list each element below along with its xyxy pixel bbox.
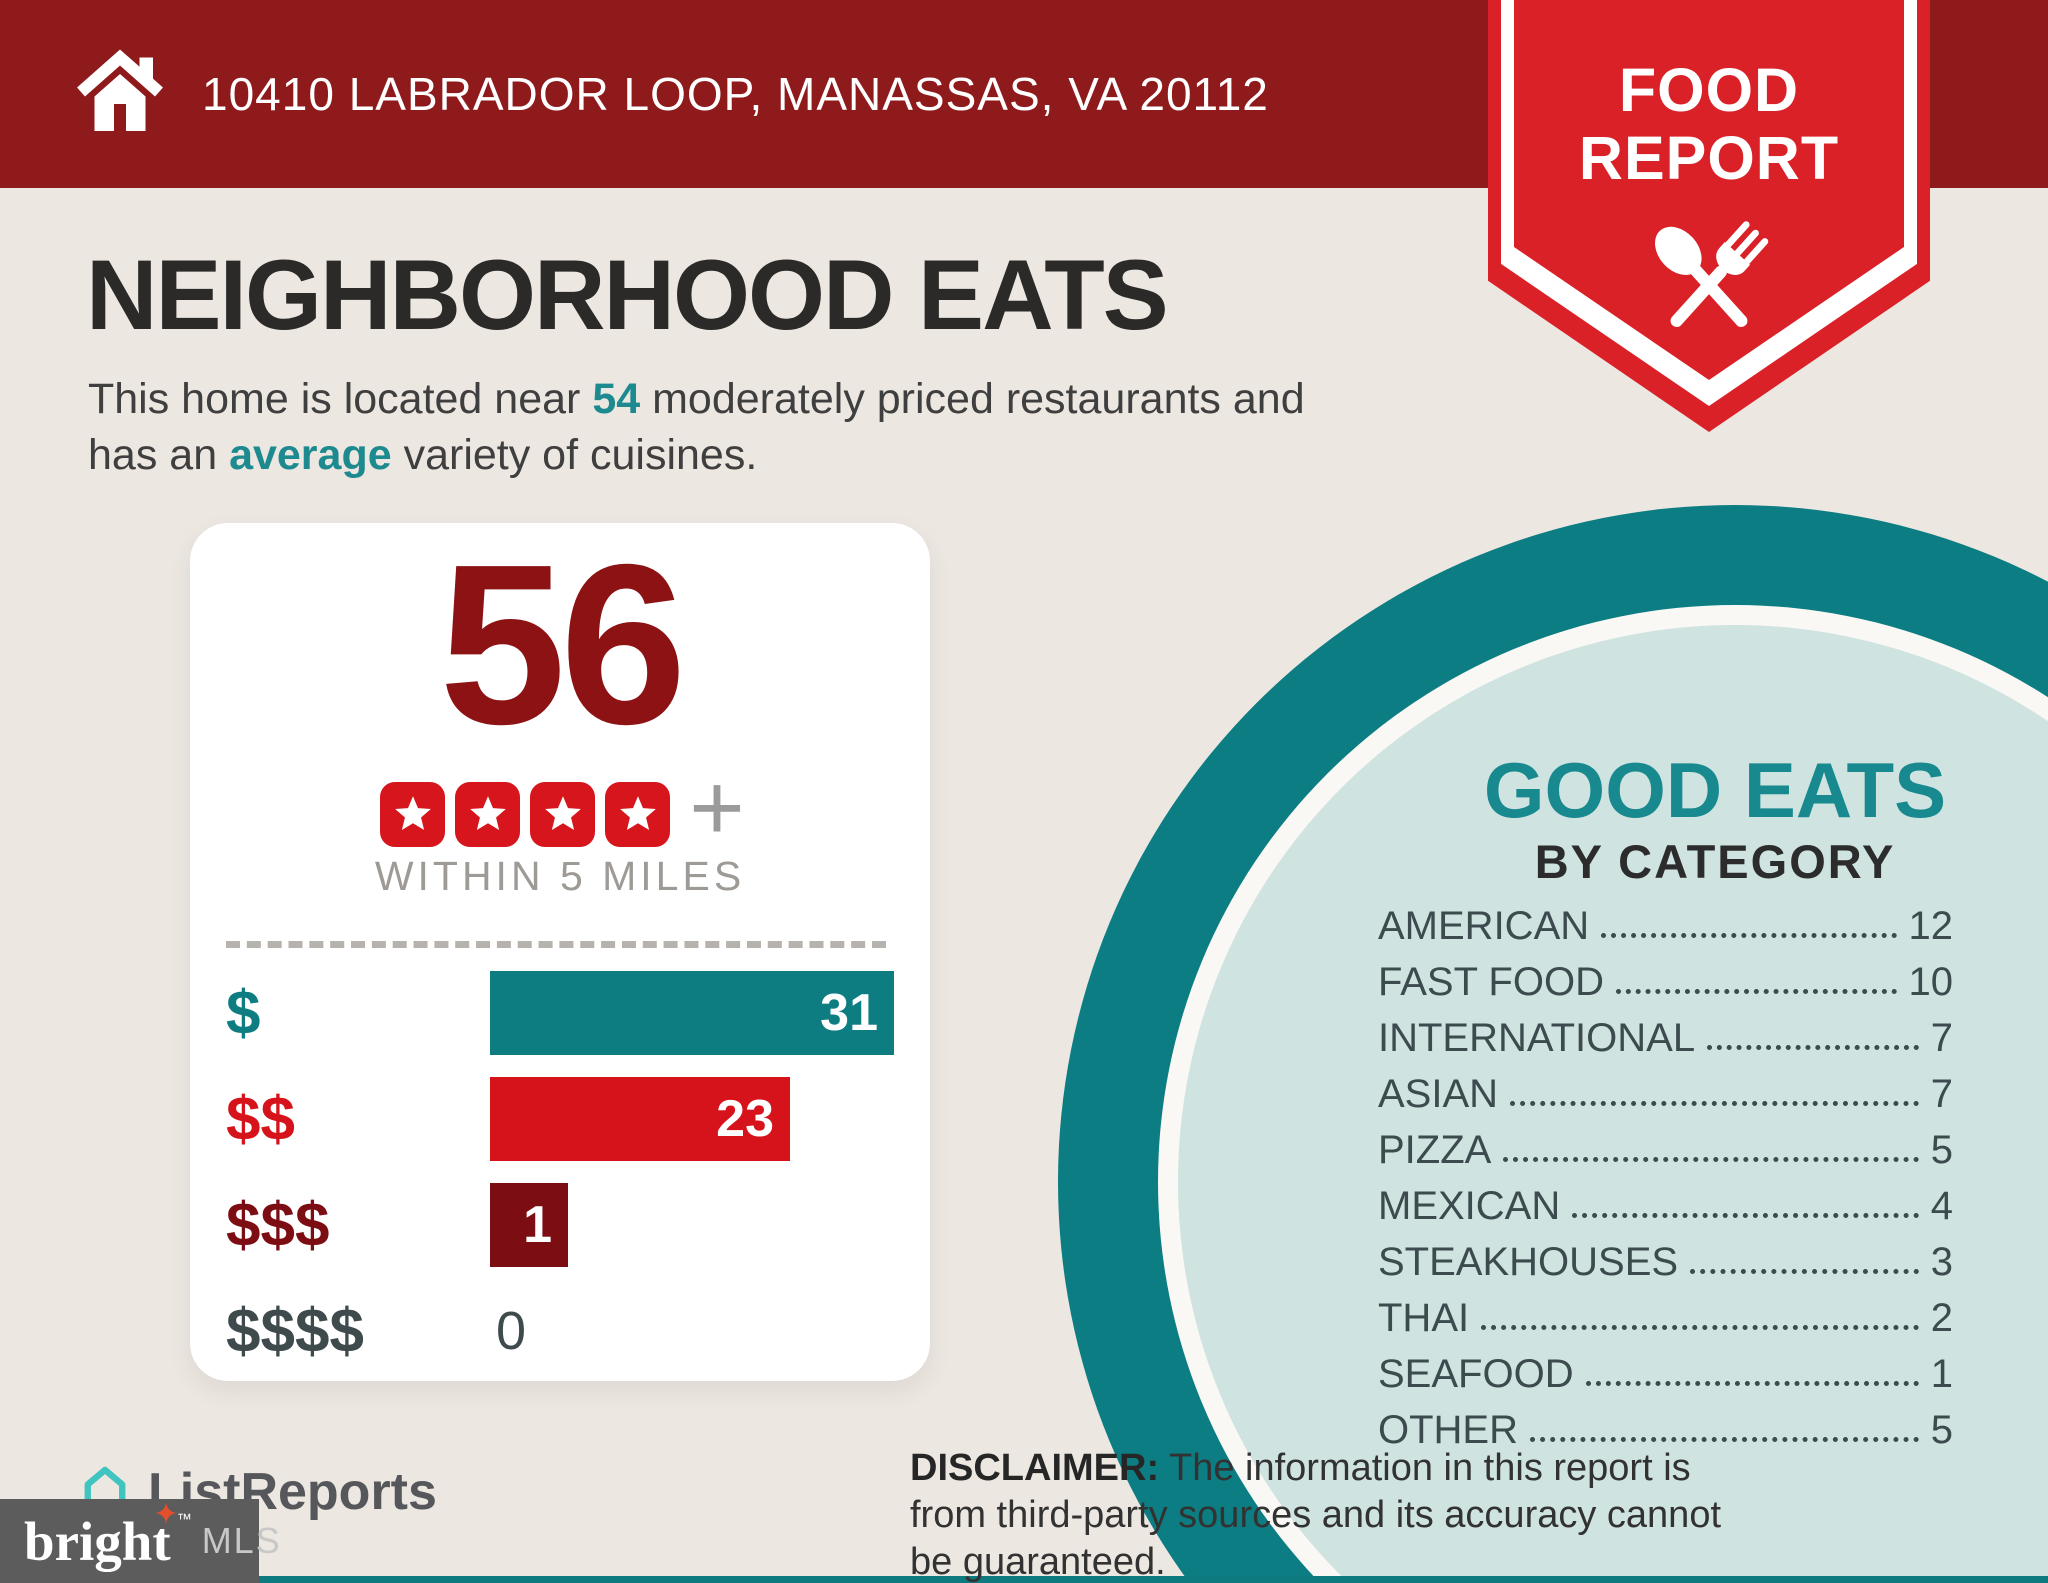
intro-line2-post: variety of cuisines. xyxy=(391,430,758,479)
good-eats-title: GOOD EATS xyxy=(1483,746,1947,834)
bar: 31 xyxy=(490,971,894,1055)
category-row: PIZZA 5 xyxy=(1378,1122,1953,1178)
bar-row: $ 31 xyxy=(226,971,894,1055)
trademark-symbol: ™ xyxy=(176,1510,192,1528)
intro-text: This home is located near 54 moderately … xyxy=(88,372,1508,484)
category-value: 7 xyxy=(1930,1015,1953,1060)
category-row: AMERICAN 12 xyxy=(1378,898,1953,954)
dotted-leader xyxy=(1481,1325,1919,1330)
ribbon-title-line1: FOOD xyxy=(1618,56,1800,124)
dotted-leader xyxy=(1530,1437,1919,1442)
category-label: AMERICAN xyxy=(1378,903,1590,948)
bar-row: $$$ 1 xyxy=(226,1183,894,1267)
star-icons xyxy=(375,782,675,847)
radius-label: WITHIN 5 MILES xyxy=(374,853,746,899)
category-row: MEXICAN 4 xyxy=(1378,1178,1953,1234)
dotted-leader xyxy=(1585,1381,1919,1386)
ribbon-title-line2: REPORT xyxy=(1578,124,1840,193)
variety-highlight: average xyxy=(229,430,392,479)
category-value: 5 xyxy=(1930,1127,1953,1172)
star-icon xyxy=(605,782,671,847)
disclaimer: DISCLAIMER: The information in this repo… xyxy=(910,1445,1750,1583)
category-label: STEAKHOUSES xyxy=(1378,1239,1679,1284)
restaurant-summary-card: 56 + WITHIN 5 MILES $ 31 $$ 23 $$$ xyxy=(190,523,930,1381)
bar-row: $$ 23 xyxy=(226,1077,894,1161)
dotted-leader xyxy=(1510,1101,1919,1106)
plus-icon: + xyxy=(689,755,745,861)
price-label: $$$$ xyxy=(226,1296,364,1366)
bar: 1 xyxy=(490,1183,568,1267)
category-value: 4 xyxy=(1930,1183,1953,1228)
disclaimer-text: The information in this report is from t… xyxy=(910,1447,1722,1583)
utensils-icon xyxy=(1624,200,1794,370)
dotted-leader xyxy=(1601,933,1897,938)
star-icon xyxy=(455,782,521,847)
category-row: OTHER 5 xyxy=(1378,1402,1953,1458)
ribbon-title: FOOD REPORT xyxy=(1488,56,1930,193)
category-value: 5 xyxy=(1930,1407,1953,1452)
bright-star-icon: ✦ xyxy=(153,1496,179,1532)
category-value: 10 xyxy=(1908,959,1954,1004)
zero-value: 0 xyxy=(496,1301,527,1361)
category-label: ASIAN xyxy=(1378,1071,1499,1116)
dotted-leader xyxy=(1615,989,1897,994)
food-report-ribbon: FOOD REPORT xyxy=(1488,0,1930,432)
dashed-divider xyxy=(226,941,886,948)
mls-text: MLS xyxy=(201,1520,282,1561)
category-value: 12 xyxy=(1908,903,1954,948)
house-icon xyxy=(72,44,168,145)
star-icon xyxy=(380,782,446,847)
restaurant-count: 56 xyxy=(439,518,687,772)
intro-line2-pre: has an xyxy=(88,430,230,479)
bar-row: $$$$ 0 xyxy=(226,1289,894,1373)
bar-value: 31 xyxy=(820,984,878,1042)
bar: 23 xyxy=(490,1077,790,1161)
disclaimer-label: DISCLAIMER: xyxy=(910,1447,1160,1489)
price-level-bar-chart: $ 31 $$ 23 $$$ 1 $$$$ 0 xyxy=(226,971,894,1395)
dotted-leader xyxy=(1690,1269,1919,1274)
category-value: 1 xyxy=(1930,1351,1953,1396)
price-label: $$$ xyxy=(226,1190,330,1260)
bright-text: bright xyxy=(24,1510,171,1572)
property-address: 10410 LABRADOR LOOP, MANASSAS, VA 20112 xyxy=(202,68,1269,120)
bright-wordmark: bright ✦ xyxy=(24,1499,179,1572)
category-list: AMERICAN 12 FAST FOOD 10 INTERNATIONAL 7… xyxy=(1378,898,1953,1458)
category-label: SEAFOOD xyxy=(1378,1351,1574,1396)
category-row: ASIAN 7 xyxy=(1378,1066,1953,1122)
star-rating-row: + xyxy=(190,761,930,862)
good-eats-subtitle: BY CATEGORY xyxy=(1534,835,1896,888)
category-label: OTHER xyxy=(1378,1407,1518,1452)
category-label: MEXICAN xyxy=(1378,1183,1561,1228)
dotted-leader xyxy=(1707,1045,1919,1050)
intro-line1-post: moderately priced restaurants and xyxy=(640,375,1305,423)
star-icon xyxy=(530,782,596,847)
intro-line1-pre: This home is located near xyxy=(88,375,593,423)
price-label: $$ xyxy=(226,1084,295,1154)
dotted-leader xyxy=(1503,1157,1919,1162)
bar-value: 23 xyxy=(716,1090,774,1148)
category-label: PIZZA xyxy=(1378,1127,1492,1172)
category-label: FAST FOOD xyxy=(1378,959,1604,1004)
bottom-teal-strip xyxy=(0,1576,2048,1583)
category-row: INTERNATIONAL 7 xyxy=(1378,1010,1953,1066)
category-row: THAI 2 xyxy=(1378,1290,1953,1346)
category-row: STEAKHOUSES 3 xyxy=(1378,1234,1953,1290)
bar-value: 1 xyxy=(523,1196,552,1254)
category-row: FAST FOOD 10 xyxy=(1378,954,1953,1010)
category-value: 2 xyxy=(1930,1295,1953,1340)
dotted-leader xyxy=(1572,1213,1919,1218)
restaurant-count-inline: 54 xyxy=(592,375,641,423)
category-label: INTERNATIONAL xyxy=(1378,1015,1696,1060)
category-label: THAI xyxy=(1378,1295,1470,1340)
category-row: SEAFOOD 1 xyxy=(1378,1346,1953,1402)
bright-mls-watermark: bright ✦ ™ MLS xyxy=(0,1499,280,1583)
price-label: $ xyxy=(226,978,261,1048)
category-value: 7 xyxy=(1930,1071,1953,1116)
page-title: NEIGHBORHOOD EATS xyxy=(86,239,1169,350)
category-value: 3 xyxy=(1930,1239,1953,1284)
